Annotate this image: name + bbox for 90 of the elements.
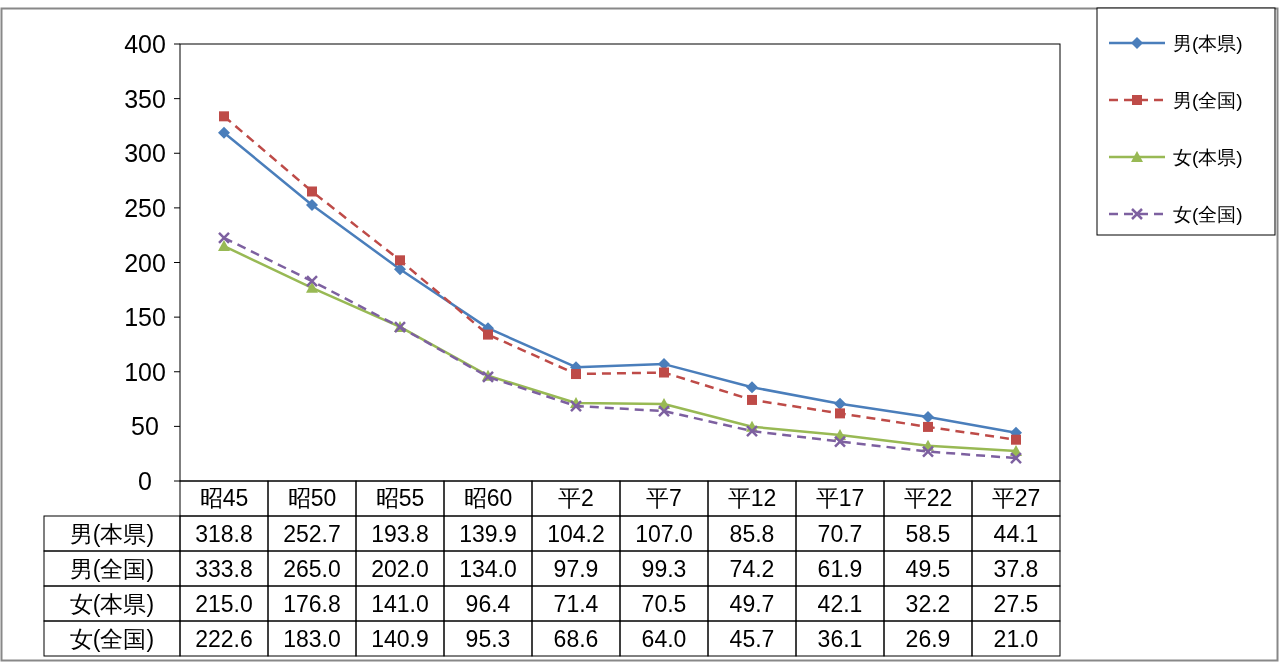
- point: [1009, 451, 1023, 465]
- data-label: 97.9: [553, 556, 599, 582]
- data-label: 107.0: [635, 521, 693, 547]
- point: [747, 394, 757, 405]
- data-label: 215.0: [195, 591, 253, 617]
- data-label: 193.8: [371, 521, 429, 547]
- data-label: 139.9: [459, 521, 517, 547]
- y-tick-label: 300: [124, 139, 166, 168]
- y-tick-label: 400: [124, 30, 166, 58]
- x-tick-label: 平22: [903, 485, 953, 511]
- data-label: 64.0: [641, 626, 687, 652]
- y-tick-label: 100: [124, 357, 166, 386]
- text: 女(全国): [69, 626, 155, 652]
- data-label: 176.8: [283, 591, 341, 617]
- y-tick-label: 50: [131, 412, 159, 441]
- point: [395, 255, 405, 266]
- data-label: 61.9: [817, 556, 863, 582]
- x-tick-label: 昭55: [375, 485, 425, 511]
- data-label: 140.9: [371, 626, 429, 652]
- data-label: 333.8: [195, 556, 253, 582]
- point: [569, 399, 583, 413]
- point: [219, 111, 229, 122]
- legend-label: 女(本県): [1173, 147, 1243, 168]
- point: [307, 186, 317, 197]
- data-label: 141.0: [371, 591, 429, 617]
- legend-label: 男(全国): [1173, 90, 1243, 111]
- data-label: 134.0: [459, 556, 517, 582]
- data-label: 183.0: [283, 626, 341, 652]
- data-label: 95.3: [465, 626, 511, 652]
- x-tick-label: 平27: [991, 485, 1041, 511]
- text: 男(本県): [69, 521, 155, 547]
- data-label: 21.0: [993, 626, 1039, 652]
- data-label: 265.0: [283, 556, 341, 582]
- data-label: 45.7: [729, 626, 775, 652]
- data-label: 32.2: [905, 591, 951, 617]
- text: 男(全国): [69, 556, 155, 582]
- point: [571, 369, 581, 380]
- x-tick-label: 平17: [815, 485, 865, 511]
- point: [746, 381, 758, 394]
- legend-label: 男(本県): [1173, 33, 1243, 54]
- data-label: 68.6: [553, 626, 599, 652]
- point: [305, 274, 319, 288]
- point: [657, 404, 671, 418]
- data-label: 104.2: [547, 521, 605, 547]
- data-label: 318.8: [195, 521, 253, 547]
- legend-label: 女(全国): [1173, 204, 1243, 225]
- data-label: 99.3: [641, 556, 687, 582]
- x-tick-label: 平7: [646, 485, 682, 511]
- data-label: 42.1: [817, 591, 863, 617]
- point: [1011, 434, 1021, 445]
- point: [923, 421, 933, 432]
- y-tick-label: 0: [138, 467, 152, 495]
- data-label: 252.7: [283, 521, 341, 547]
- x-tick-label: 昭45: [199, 485, 249, 511]
- y-tick-label: 200: [124, 248, 166, 277]
- data-label: 202.0: [371, 556, 429, 582]
- data-label: 85.8: [729, 521, 775, 547]
- data-label: 70.5: [641, 591, 687, 617]
- x-tick-label: 昭60: [463, 485, 513, 511]
- data-label: 58.5: [905, 521, 951, 547]
- point: [218, 240, 230, 252]
- point: [921, 445, 935, 458]
- point: [483, 329, 493, 340]
- data-label: 71.4: [553, 591, 599, 617]
- data-label: 26.9: [905, 626, 951, 652]
- point: [833, 435, 847, 448]
- point: [217, 231, 231, 245]
- data-label: 37.8: [993, 556, 1039, 582]
- x-tick-label: 平2: [558, 485, 594, 511]
- data-label: 74.2: [729, 556, 775, 582]
- data-label: 222.6: [195, 626, 253, 652]
- data-label: 36.1: [817, 626, 863, 652]
- point: [835, 408, 845, 419]
- text: 女(本県): [69, 591, 155, 617]
- data-label: 44.1: [993, 521, 1039, 547]
- data-label: 96.4: [465, 591, 511, 617]
- data-label: 49.7: [729, 591, 775, 617]
- point: [659, 367, 669, 378]
- data-label: 70.7: [817, 521, 863, 547]
- point: [306, 198, 318, 211]
- data-label: 27.5: [993, 591, 1039, 617]
- x-tick-label: 平12: [727, 485, 777, 511]
- x-tick-label: 昭50: [287, 485, 337, 511]
- y-tick-label: 150: [124, 303, 166, 332]
- y-tick-label: 350: [124, 84, 166, 113]
- data-label: 49.5: [905, 556, 951, 582]
- point: [745, 424, 759, 438]
- point: [218, 126, 230, 139]
- y-tick-label: 250: [124, 193, 166, 222]
- point: [834, 397, 846, 410]
